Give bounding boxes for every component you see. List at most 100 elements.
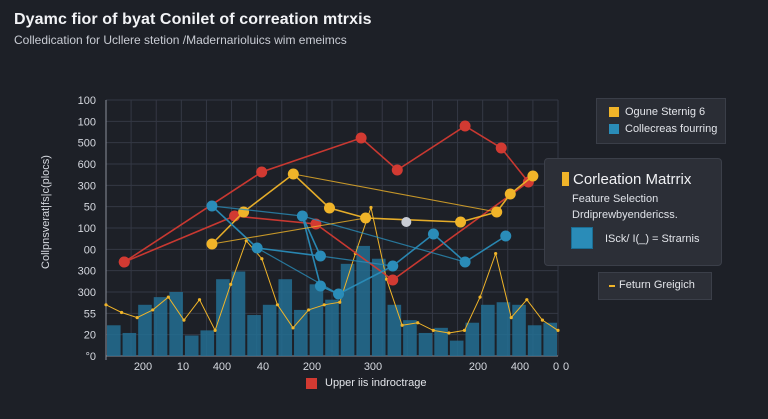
spark-point <box>478 295 482 299</box>
bar <box>247 315 261 356</box>
spark-line <box>105 205 559 334</box>
y-tick-label: 300 <box>78 266 96 278</box>
series-point <box>459 120 471 132</box>
spark-point <box>197 298 202 302</box>
series-point <box>495 142 507 154</box>
series-point <box>427 228 439 240</box>
y-tick-label: 55 <box>84 308 96 320</box>
correlation-panel: Corleation Matrrix Feature Selection Drd… <box>544 158 722 266</box>
spark-point <box>213 328 217 332</box>
y-tick-label: 100 <box>78 116 96 128</box>
bar <box>153 297 168 356</box>
bar <box>496 302 511 356</box>
bar <box>262 304 277 356</box>
page-title: Dyamc fior of byat Conilet of correation… <box>14 11 372 28</box>
page-subtitle: Colledication for Ucllere stetion /Mader… <box>14 33 347 47</box>
spark-point <box>260 257 264 261</box>
bar <box>309 284 324 356</box>
spark-point <box>556 328 560 332</box>
bar <box>371 258 386 356</box>
y-tick-label: 00 <box>84 244 96 256</box>
series-point <box>238 206 250 218</box>
y-axis-label: Collpnsverat|fs|c(plocs) <box>40 155 52 269</box>
spark-point <box>119 310 124 315</box>
legend-small-label: Feturn Greigich <box>619 279 695 291</box>
spark-point <box>182 318 186 322</box>
panel-accent <box>562 172 569 186</box>
bar <box>418 332 433 356</box>
series-link <box>211 205 303 217</box>
bar <box>387 304 402 356</box>
spark-point <box>229 282 233 286</box>
series-point <box>504 188 516 200</box>
spark-point <box>275 303 280 307</box>
panel-swatch-label: ISck/ I(_) = Strarnis <box>605 233 700 245</box>
bar <box>465 322 480 356</box>
bar <box>449 340 464 356</box>
series-point <box>323 202 335 214</box>
x-tick-label: 0 <box>563 361 569 373</box>
panel-line-2: Drdiprewbyendericss. <box>572 209 678 221</box>
spark-point <box>525 298 529 302</box>
x-tick-label: 40 <box>257 361 269 373</box>
panel-swatch <box>571 227 593 249</box>
series-link <box>256 247 339 295</box>
spark-point <box>509 316 513 320</box>
legend-label-1: Ogune Sternig 6 <box>625 106 706 118</box>
x-tick-label: 200 <box>134 361 152 373</box>
bar <box>169 292 183 356</box>
x-tick-label: 300 <box>364 361 382 373</box>
x-tick-label: 0 <box>553 361 559 373</box>
series-link <box>320 255 393 267</box>
x-tick-label: 10 <box>177 361 189 373</box>
spark-point <box>291 326 295 330</box>
series-point <box>387 274 399 286</box>
bar <box>107 325 121 356</box>
series-line <box>211 205 507 295</box>
y-tick-label: 20 <box>84 330 96 342</box>
bar <box>325 299 339 356</box>
bar <box>403 320 417 356</box>
spark-point <box>416 321 420 325</box>
spark-point <box>431 328 435 332</box>
x-tick-label: 400 <box>511 361 529 373</box>
spark-point <box>400 323 404 327</box>
y-tick-label: 100 <box>78 95 96 107</box>
spark-point <box>166 295 170 299</box>
x-tick-label: 400 <box>213 361 231 373</box>
bar <box>527 325 542 356</box>
y-tick-label: 50 <box>84 202 96 214</box>
y-tick-label: 300 <box>78 287 96 299</box>
series-link <box>293 173 497 213</box>
spark-point <box>307 308 311 312</box>
series-point <box>314 280 326 292</box>
spark-point <box>540 318 545 322</box>
bar <box>434 327 448 356</box>
legend-item-2: Collecreas fourring <box>609 123 717 135</box>
y-tick-label: 600 <box>78 159 96 171</box>
panel-line-1: Feature Selection <box>572 193 659 205</box>
legend-bottom-swatch <box>306 377 317 389</box>
legend-small: Feturn Greigich <box>598 272 712 300</box>
bar <box>184 335 199 356</box>
bar <box>294 309 308 356</box>
y-tick-label: 100 <box>78 223 96 235</box>
series-link <box>302 215 466 263</box>
legend-bottom-label: Upper iis indroctrage <box>325 377 427 389</box>
bar <box>278 279 293 356</box>
legend-small-marker <box>609 285 615 287</box>
legend-top: Ogune Sternig 6 Collecreas fourring <box>596 98 726 144</box>
series-link <box>211 217 366 245</box>
x-tick-label: 200 <box>469 361 487 373</box>
spark-point <box>338 300 342 304</box>
legend-item-1: Ogune Sternig 6 <box>609 106 705 118</box>
legend-bottom: Upper iis indroctrage <box>306 377 427 389</box>
series-point <box>500 230 512 242</box>
legend-swatch-yellow <box>609 107 619 117</box>
series-point <box>256 166 268 178</box>
spark-point <box>494 252 498 256</box>
series-point <box>527 170 539 182</box>
series-point <box>401 217 412 227</box>
bar <box>512 304 526 356</box>
legend-label-2: Collecreas fourring <box>625 123 718 135</box>
